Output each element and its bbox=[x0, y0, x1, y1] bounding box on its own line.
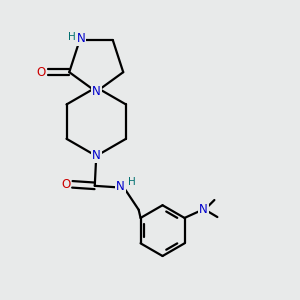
Text: N: N bbox=[92, 149, 100, 163]
Text: N: N bbox=[77, 32, 85, 46]
Text: O: O bbox=[37, 66, 46, 79]
Text: O: O bbox=[61, 178, 70, 191]
Text: N: N bbox=[199, 203, 208, 216]
Text: H: H bbox=[68, 32, 76, 42]
Text: N: N bbox=[92, 85, 100, 98]
Text: H: H bbox=[128, 177, 135, 187]
Text: N: N bbox=[116, 180, 125, 193]
